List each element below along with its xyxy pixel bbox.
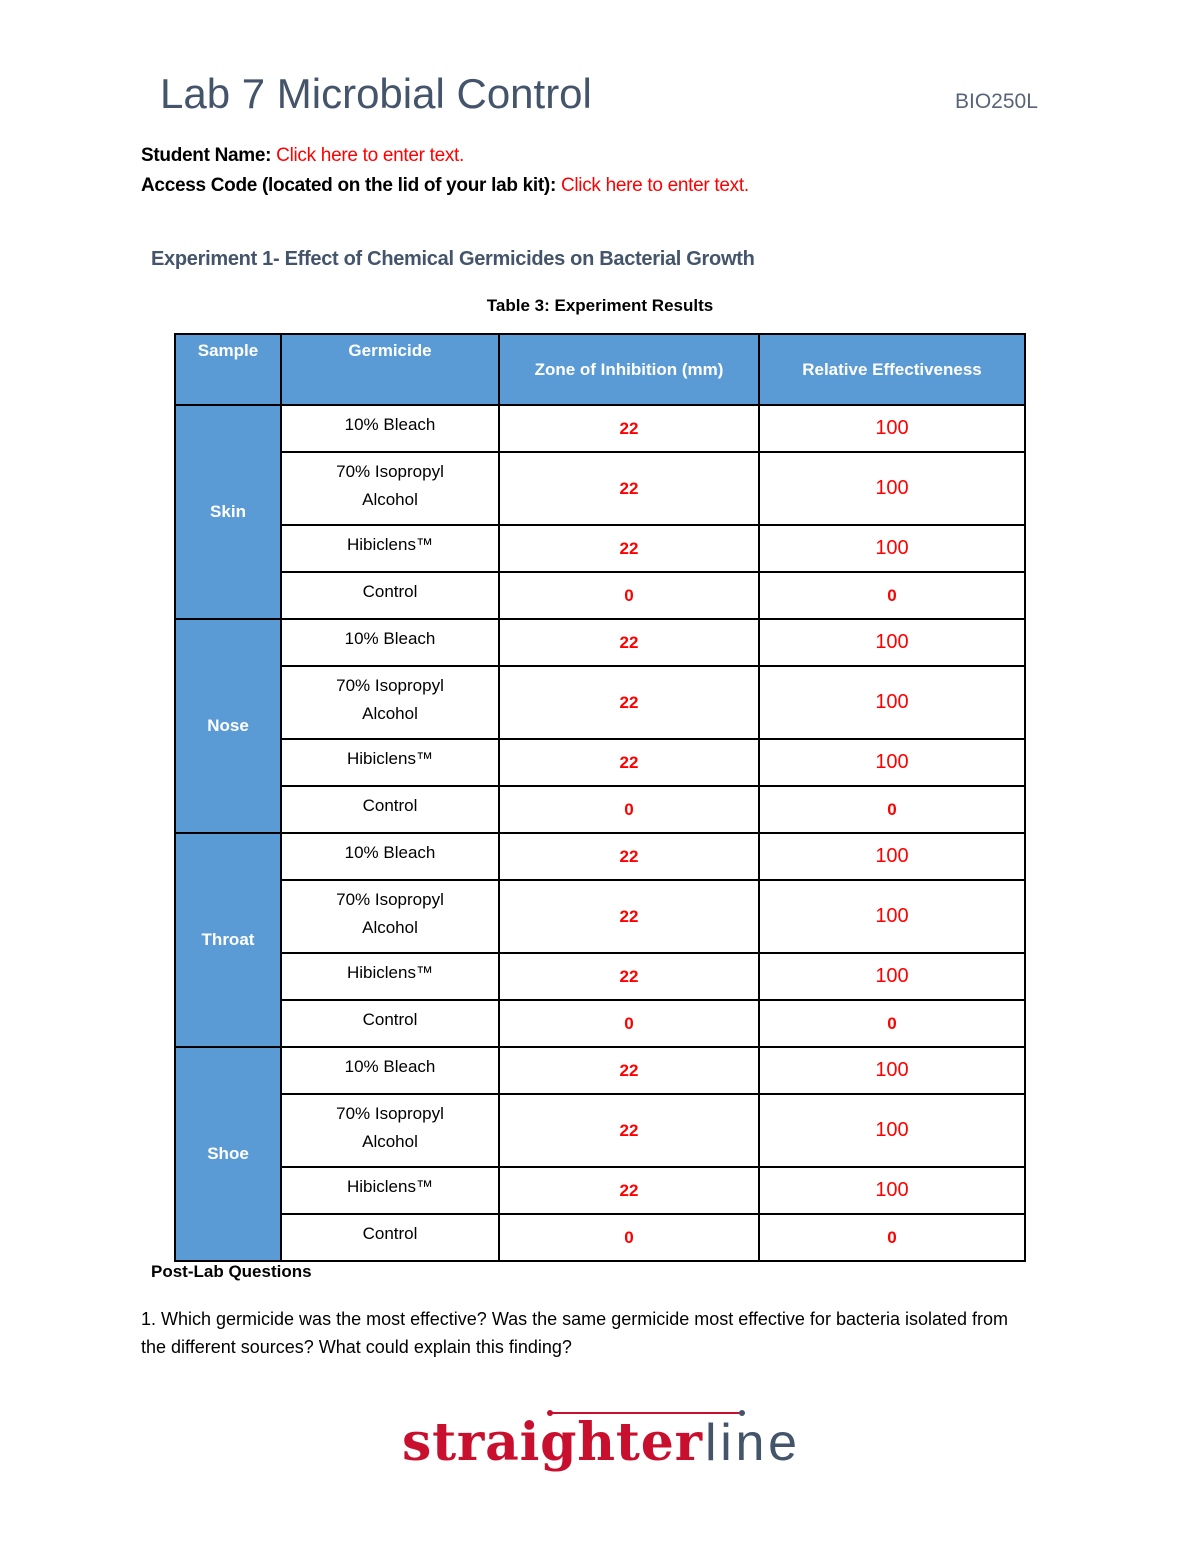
table-row: Skin 10% Bleach 22 100 xyxy=(174,404,1026,620)
effectiveness-cell[interactable]: 100 xyxy=(758,618,1026,667)
zone-cell[interactable]: 0 xyxy=(498,785,760,834)
germicide-cell: Control xyxy=(280,785,500,834)
zone-cell[interactable]: 22 xyxy=(498,524,760,573)
germicide-cell: 70% Isopropyl Alcohol xyxy=(280,665,500,740)
straighterline-logo: straighter line xyxy=(402,1410,797,1473)
germicide-cell: 10% Bleach xyxy=(280,832,500,881)
table-row: 70% Isopropyl Alcohol 22 100 xyxy=(175,1093,1026,1168)
table-row: 70% Isopropyl Alcohol 22 100 xyxy=(175,879,1026,954)
table-row: Control 0 0 xyxy=(175,571,1026,620)
germicide-cell: 70% Isopropyl Alcohol xyxy=(280,879,500,954)
sample-cell: Skin xyxy=(174,404,282,620)
table-header-row: Sample Germicide Zone of Inhibition (mm)… xyxy=(174,333,1026,406)
zone-cell[interactable]: 22 xyxy=(498,451,760,526)
post-lab-heading: Post-Lab Questions xyxy=(151,1262,312,1281)
page-title: Lab 7 Microbial Control xyxy=(160,70,592,117)
germicide-cell: 70% Isopropyl Alcohol xyxy=(280,1093,500,1168)
zone-cell[interactable]: 22 xyxy=(498,1166,760,1215)
logo-text-b: line xyxy=(705,1414,797,1472)
zone-cell[interactable]: 22 xyxy=(498,618,760,667)
sample-cell: Shoe xyxy=(174,1046,282,1262)
germicide-cell: Hibiclens™ xyxy=(280,738,500,787)
table-row: Hibiclens™ 22 100 xyxy=(175,738,1026,787)
logo-text-a: straighter xyxy=(402,1412,703,1473)
effectiveness-cell[interactable]: 0 xyxy=(758,999,1026,1048)
table-row: 70% Isopropyl Alcohol 22 100 xyxy=(175,665,1026,740)
zone-cell[interactable]: 22 xyxy=(498,1046,760,1095)
germicide-cell: 70% Isopropyl Alcohol xyxy=(280,451,500,526)
sample-cell: Nose xyxy=(174,618,282,834)
effectiveness-cell[interactable]: 100 xyxy=(758,665,1026,740)
germicide-cell: 10% Bleach xyxy=(280,618,500,667)
effectiveness-cell[interactable]: 100 xyxy=(758,404,1026,453)
germicide-cell: Hibiclens™ xyxy=(280,524,500,573)
access-code-label: Access Code (located on the lid of your … xyxy=(141,175,556,196)
logo-dot xyxy=(547,1410,553,1416)
germicide-cell: Control xyxy=(280,999,500,1048)
table-row: Control 0 0 xyxy=(175,999,1026,1048)
header-zone: Zone of Inhibition (mm) xyxy=(498,333,760,406)
question-1: 1. Which germicide was the most effectiv… xyxy=(141,1309,1009,1357)
effectiveness-cell[interactable]: 100 xyxy=(758,524,1026,573)
header-germicide: Germicide xyxy=(280,333,500,406)
effectiveness-cell[interactable]: 100 xyxy=(758,832,1026,881)
germicide-cell: 10% Bleach xyxy=(280,404,500,453)
student-name-label: Student Name: xyxy=(141,145,272,166)
table-row: Throat 10% Bleach 22 100 xyxy=(174,832,1026,1048)
header-effectiveness: Relative Effectiveness xyxy=(758,333,1026,406)
table-row: Shoe 10% Bleach 22 100 xyxy=(174,1046,1026,1262)
table-row: Hibiclens™ 22 100 xyxy=(175,1166,1026,1215)
effectiveness-cell[interactable]: 100 xyxy=(758,1093,1026,1168)
zone-cell[interactable]: 22 xyxy=(498,665,760,740)
zone-cell[interactable]: 22 xyxy=(498,879,760,954)
table-row: Control 0 0 xyxy=(175,785,1026,834)
sample-cell: Throat xyxy=(174,832,282,1048)
effectiveness-cell[interactable]: 100 xyxy=(758,1046,1026,1095)
table-row: 70% Isopropyl Alcohol 22 100 xyxy=(175,451,1026,526)
table-row: Hibiclens™ 22 100 xyxy=(175,524,1026,573)
access-code-row: Access Code (located on the lid of your … xyxy=(141,175,749,197)
zone-cell[interactable]: 22 xyxy=(498,832,760,881)
table-row: Control 0 0 xyxy=(175,1213,1026,1262)
germicide-cell: Hibiclens™ xyxy=(280,1166,500,1215)
effectiveness-cell[interactable]: 0 xyxy=(758,785,1026,834)
table-row: Hibiclens™ 22 100 xyxy=(175,952,1026,1001)
zone-cell[interactable]: 0 xyxy=(498,999,760,1048)
experiment-heading: Experiment 1- Effect of Chemical Germici… xyxy=(151,248,755,270)
zone-cell[interactable]: 22 xyxy=(498,952,760,1001)
effectiveness-cell[interactable]: 0 xyxy=(758,1213,1026,1262)
effectiveness-cell[interactable]: 100 xyxy=(758,1166,1026,1215)
access-code-field[interactable]: Click here to enter text. xyxy=(560,175,749,196)
results-table: Sample Germicide Zone of Inhibition (mm)… xyxy=(174,333,1026,1262)
effectiveness-cell[interactable]: 100 xyxy=(758,879,1026,954)
table-row: Nose 10% Bleach 22 100 xyxy=(174,618,1026,834)
germicide-cell: Control xyxy=(280,1213,500,1262)
student-name-field[interactable]: Click here to enter text. xyxy=(276,145,465,166)
effectiveness-cell[interactable]: 100 xyxy=(758,738,1026,787)
effectiveness-cell[interactable]: 100 xyxy=(758,952,1026,1001)
effectiveness-cell[interactable]: 0 xyxy=(758,571,1026,620)
zone-cell[interactable]: 0 xyxy=(498,1213,760,1262)
logo-dot xyxy=(739,1410,745,1416)
student-name-row: Student Name: Click here to enter text. xyxy=(141,145,464,167)
table-caption: Table 3: Experiment Results xyxy=(486,296,714,315)
zone-cell[interactable]: 22 xyxy=(498,404,760,453)
effectiveness-cell[interactable]: 100 xyxy=(758,451,1026,526)
germicide-cell: Control xyxy=(280,571,500,620)
zone-cell[interactable]: 22 xyxy=(498,738,760,787)
germicide-cell: Hibiclens™ xyxy=(280,952,500,1001)
course-code: BIO250L xyxy=(955,90,1038,113)
zone-cell[interactable]: 22 xyxy=(498,1093,760,1168)
header-sample: Sample xyxy=(174,333,282,406)
zone-cell[interactable]: 0 xyxy=(498,571,760,620)
germicide-cell: 10% Bleach xyxy=(280,1046,500,1095)
